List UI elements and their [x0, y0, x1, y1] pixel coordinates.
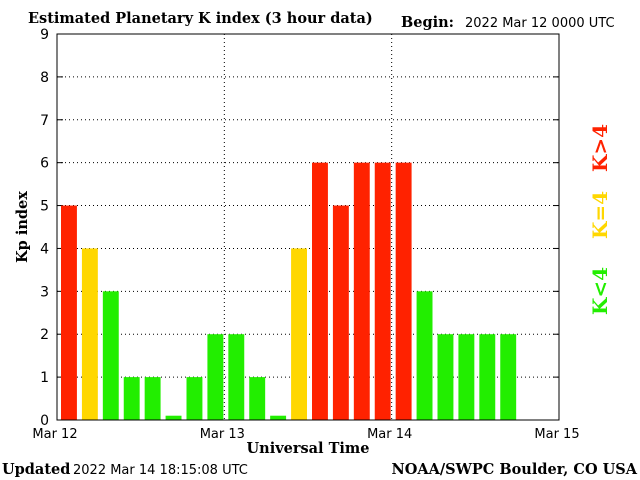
y-tick-label: 4 [40, 241, 49, 257]
kp-bar [312, 162, 328, 420]
kp-bar [123, 377, 140, 420]
y-tick-label: 1 [40, 370, 49, 386]
kp-bar [479, 334, 496, 420]
y-tick-label: 3 [40, 284, 49, 300]
kp-bar [458, 334, 475, 420]
x-tick-label: Mar 15 [534, 427, 579, 442]
kp-bar [353, 162, 370, 420]
legend-k-greater-4: K>4 [588, 124, 612, 172]
updated-value: 2022 Mar 14 18:15:08 UTC [73, 463, 248, 478]
grid-lines [57, 33, 559, 421]
kp-bar [165, 415, 182, 420]
y-tick-labels: 0 1 2 3 4 5 6 7 8 9 [40, 27, 49, 429]
legend-k-equal-4: K=4 [588, 191, 612, 239]
kp-bar [144, 377, 161, 420]
y-tick-label: 7 [40, 113, 49, 129]
y-tick-label: 2 [40, 327, 49, 343]
kp-bar [437, 334, 454, 420]
plot-frame [56, 33, 560, 421]
kp-bar [61, 205, 77, 420]
y-tick-label: 9 [40, 27, 49, 43]
x-tick-label: Mar 14 [367, 427, 412, 442]
x-tick-labels: Mar 12 Mar 13 Mar 14 Mar 15 [32, 427, 579, 442]
kp-bar [102, 291, 119, 420]
kp-bar [207, 334, 224, 420]
y-tick-label: 6 [40, 156, 49, 172]
legend-k-less-4: K<4 [588, 267, 612, 315]
chart-title: Estimated Planetary K index (3 hour data… [28, 10, 373, 27]
legend: K<4 K=4 K>4 [588, 124, 612, 315]
kp-bar [291, 248, 307, 420]
kp-bar [332, 205, 349, 420]
x-axis-label: Universal Time [247, 440, 370, 457]
x-tick-label: Mar 13 [200, 427, 245, 442]
updated-label: Updated [2, 461, 70, 478]
kp-bar [186, 377, 203, 420]
kp-bar [81, 248, 98, 420]
kp-bar [500, 334, 517, 420]
kp-bar [416, 291, 433, 420]
kp-bar [374, 162, 391, 420]
kp-bar [249, 377, 266, 420]
kp-bar [228, 334, 245, 420]
y-tick-label: 0 [40, 413, 49, 429]
bars [61, 162, 517, 420]
y-axis-label: Kp index [14, 191, 31, 263]
x-tick-label: Mar 12 [32, 427, 77, 442]
kp-bar [395, 162, 412, 420]
begin-label: Begin: [401, 14, 454, 31]
kp-bar [270, 415, 287, 420]
credit-text: NOAA/SWPC Boulder, CO USA [391, 461, 637, 478]
begin-value: 2022 Mar 12 0000 UTC [465, 16, 615, 31]
y-tick-label: 8 [40, 70, 49, 86]
y-tick-label: 5 [40, 199, 49, 215]
